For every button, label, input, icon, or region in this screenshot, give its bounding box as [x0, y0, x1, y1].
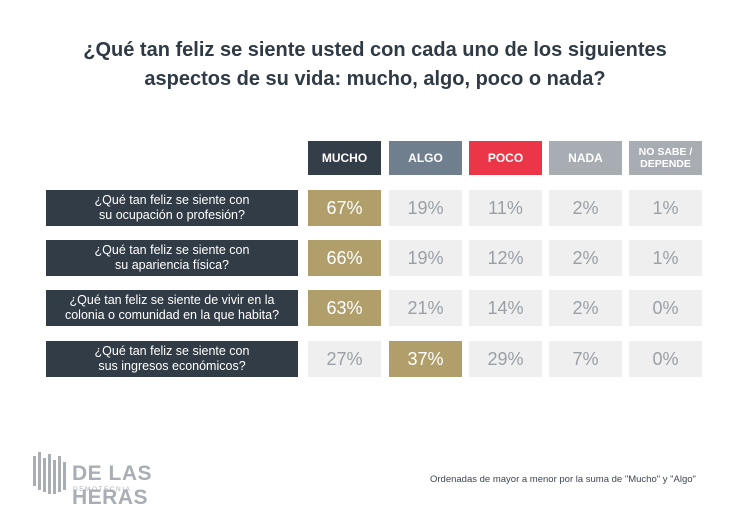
title-line-2: aspectos de su vida: mucho, algo, poco o…: [144, 68, 606, 90]
value-cell: 0%: [629, 290, 702, 326]
header-no-sabe-line-2: DEPENDE: [640, 158, 691, 170]
logo-icon: [33, 452, 66, 494]
header-algo-label: ALGO: [408, 151, 443, 165]
value-cell: 66%: [308, 240, 381, 276]
row-label-line-1: ¿Qué tan feliz se siente con: [94, 193, 250, 207]
row-label-line-1: ¿Qué tan feliz se siente con: [94, 344, 250, 358]
value-cell: 11%: [469, 190, 542, 226]
value-cell: 37%: [389, 341, 462, 377]
header-mucho-label: MUCHO: [321, 151, 368, 165]
header-nada: NADA: [549, 141, 622, 175]
value-cell: 19%: [389, 190, 462, 226]
row-label-line-2: colonia o comunidad en la que habita?: [64, 308, 280, 322]
row-label: ¿Qué tan feliz se siente con su ocupación…: [46, 190, 298, 226]
row-label-line-2: su apariencia física?: [115, 258, 229, 272]
value-cell: 21%: [389, 290, 462, 326]
value-cell: 7%: [549, 341, 622, 377]
row-label-line-1: ¿Qué tan feliz se siente con: [94, 243, 250, 257]
value-cell: 1%: [629, 190, 702, 226]
title-line-1: ¿Qué tan feliz se siente usted con cada …: [83, 39, 667, 61]
row-label: ¿Qué tan feliz se siente de vivir en la c…: [46, 290, 298, 326]
value-cell: 27%: [308, 341, 381, 377]
value-cell: 12%: [469, 240, 542, 276]
header-mucho: MUCHO: [308, 141, 381, 175]
logo-name: DE LAS HERAS: [72, 462, 153, 509]
value-cell: 0%: [629, 341, 702, 377]
row-label: ¿Qué tan feliz se siente con su aparienci…: [46, 240, 298, 276]
header-algo: ALGO: [389, 141, 462, 175]
value-cell: 14%: [469, 290, 542, 326]
value-cell: 2%: [549, 240, 622, 276]
row-label-line-2: sus ingresos económicos?: [98, 359, 246, 373]
value-cell: 2%: [549, 290, 622, 326]
value-cell: 67%: [308, 190, 381, 226]
chart-title: ¿Qué tan feliz se siente usted con cada …: [40, 36, 710, 94]
header-nada-label: NADA: [568, 151, 603, 165]
logo: DE LAS HERAS DEMOTECNIA: [33, 450, 233, 509]
header-no-sabe: NO SABE / DEPENDE: [629, 141, 702, 175]
value-cell: 29%: [469, 341, 542, 377]
header-no-sabe-line-1: NO SABE /: [638, 146, 693, 158]
value-cell: 1%: [629, 240, 702, 276]
value-cell: 63%: [308, 290, 381, 326]
footer-note: Ordenadas de mayor a menor por la suma d…: [430, 474, 696, 485]
row-label: ¿Qué tan feliz se siente con sus ingresos…: [46, 341, 298, 377]
header-poco: POCO: [469, 141, 542, 175]
logo-subtitle: DEMOTECNIA: [73, 486, 132, 493]
row-label-line-2: su ocupación o profesión?: [99, 208, 245, 222]
value-cell: 19%: [389, 240, 462, 276]
header-poco-label: POCO: [487, 151, 524, 165]
row-label-line-1: ¿Qué tan feliz se siente de vivir en la: [69, 293, 275, 307]
value-cell: 2%: [549, 190, 622, 226]
